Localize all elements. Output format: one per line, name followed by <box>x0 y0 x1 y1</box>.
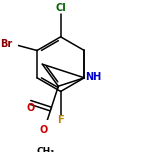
Text: NH: NH <box>85 72 102 82</box>
Text: O: O <box>26 103 34 113</box>
Text: Cl: Cl <box>55 3 66 13</box>
Text: O: O <box>40 125 48 135</box>
Text: CH₃: CH₃ <box>37 147 55 152</box>
Text: F: F <box>57 115 64 125</box>
Text: Br: Br <box>0 39 12 49</box>
